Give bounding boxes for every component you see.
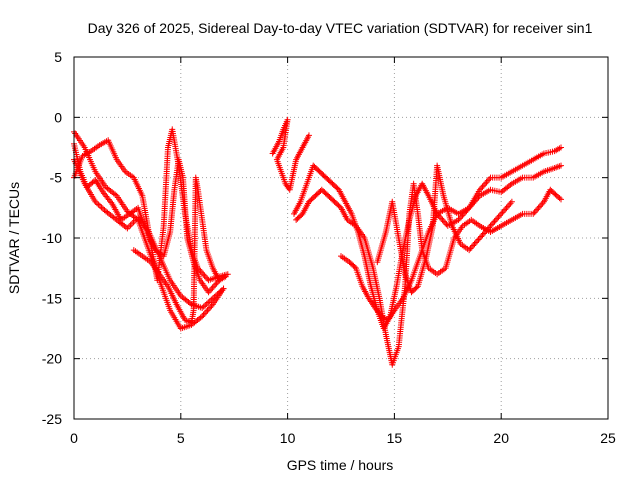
- x-tick-label: 20: [493, 430, 509, 446]
- x-tick-label: 25: [600, 430, 616, 446]
- x-axis-label: GPS time / hours: [287, 457, 394, 473]
- axis-ticks: [73, 56, 609, 420]
- series-track-6: [269, 116, 312, 193]
- y-tick-label: -10: [42, 230, 62, 246]
- y-tick-label: -15: [42, 290, 62, 306]
- data-point: [558, 162, 565, 169]
- data-point: [216, 277, 223, 284]
- y-tick-label: -25: [42, 411, 62, 427]
- y-tick-label: 5: [54, 49, 62, 65]
- y-tick-label: 0: [54, 109, 62, 125]
- data-point: [558, 196, 565, 203]
- data-point: [222, 273, 229, 280]
- x-tick-label: 15: [387, 430, 403, 446]
- y-axis-label: SDTVAR / TECUs: [6, 182, 22, 294]
- y-tick-label: -5: [50, 170, 63, 186]
- data-point: [558, 144, 565, 151]
- series-track-10: [374, 162, 515, 296]
- data-point: [305, 132, 312, 139]
- series-track-5: [130, 174, 223, 326]
- data-point: [351, 263, 358, 270]
- x-tick-label: 0: [70, 430, 78, 446]
- data-points: [71, 116, 565, 368]
- chart-title: Day 326 of 2025, Sidereal Day-to-day VTE…: [88, 20, 593, 36]
- x-tick-label: 5: [177, 430, 185, 446]
- data-point: [508, 198, 515, 205]
- series-track-4: [71, 140, 229, 296]
- data-point: [413, 284, 420, 291]
- data-point: [220, 285, 227, 292]
- y-tick-label: -20: [42, 351, 62, 367]
- tick-labels: 0 5 10 15 20 25 -25 -20 -15 -10 -5 0 5: [42, 49, 616, 446]
- x-tick-label: 10: [280, 430, 296, 446]
- data-point: [556, 195, 563, 202]
